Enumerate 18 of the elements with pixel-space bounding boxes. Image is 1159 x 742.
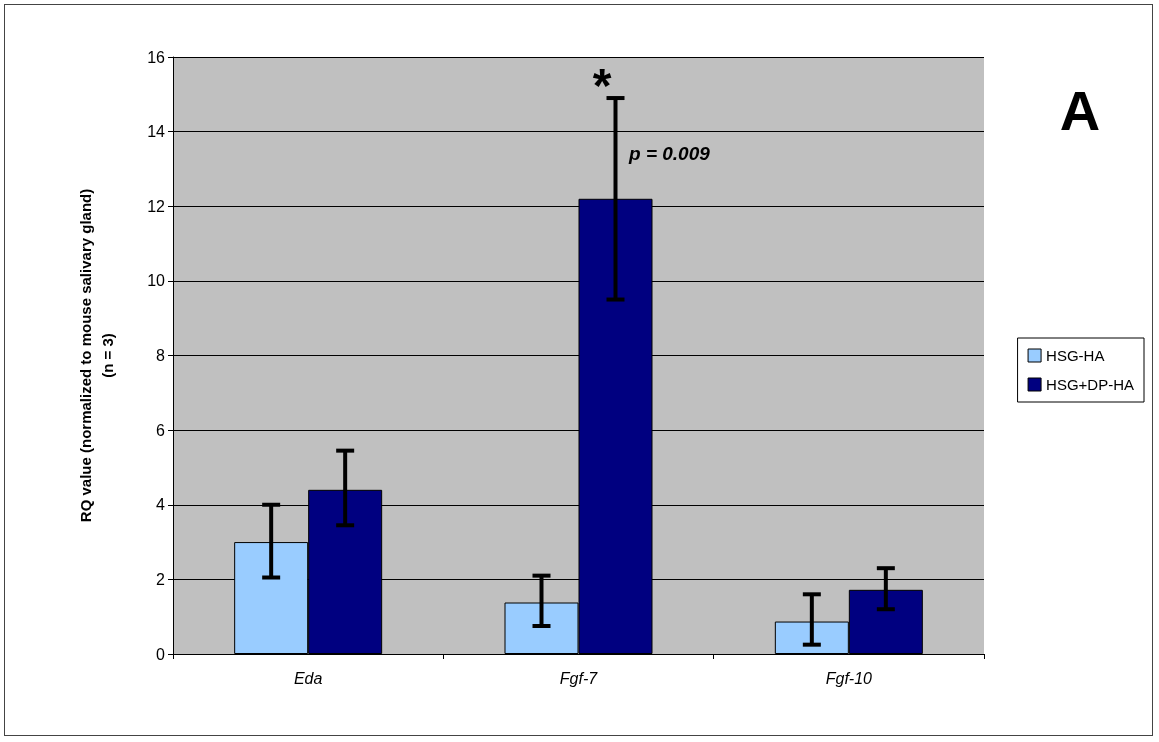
x-tick-label: Eda	[293, 669, 323, 687]
y-tick-label: 14	[147, 123, 166, 141]
y-tick-label: 0	[156, 645, 166, 663]
annotation: *	[592, 58, 612, 112]
text: A	[1059, 78, 1101, 142]
x-tick-label: Fgf-10	[825, 669, 873, 687]
annotation: p = 0.009	[628, 142, 711, 164]
y-tick-label: 2	[156, 570, 166, 588]
y-tick-label: 6	[156, 421, 166, 439]
legend-label: HSG-HA	[1046, 347, 1105, 364]
y-tick-label: 16	[147, 48, 166, 66]
legend-label: HSG+DP-HA	[1046, 376, 1134, 393]
y-axis-title: RQ value (normalized to mouse salivary gland) (n = 3)	[76, 188, 116, 523]
x-tick-label: Fgf-7	[559, 669, 599, 687]
y-tick-label: 8	[156, 347, 166, 364]
y-tick-label: 12	[147, 197, 166, 215]
y-tick-label: 4	[156, 496, 166, 514]
y-tick-label: 10	[147, 272, 166, 290]
